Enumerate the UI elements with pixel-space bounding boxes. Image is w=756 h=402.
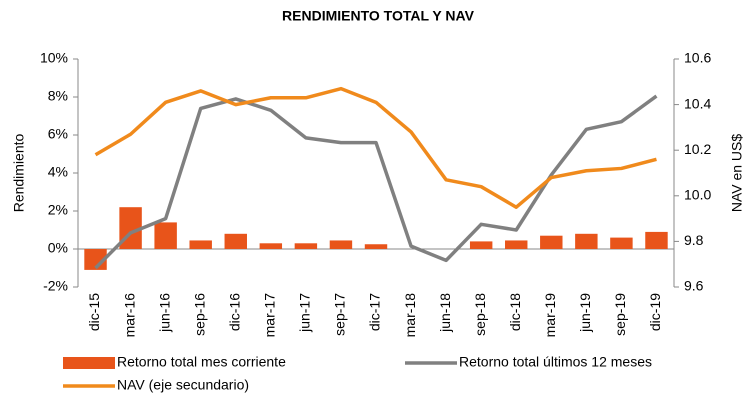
x-tick-label: mar-16 — [121, 293, 137, 338]
y2-tick-label: 10.0 — [684, 187, 711, 203]
line — [94, 94, 658, 270]
x-tick-label: jun-19 — [577, 293, 593, 333]
x-tick-label: sep-17 — [332, 293, 348, 336]
bar — [294, 243, 318, 249]
y-tick-label: 10% — [40, 50, 68, 66]
x-tick-label: dic-18 — [507, 293, 523, 331]
legend-label: NAV (eje secundario) — [117, 377, 249, 393]
y-tick-label: 6% — [48, 126, 68, 142]
x-tick-label: mar-17 — [262, 293, 278, 338]
bar — [189, 240, 212, 249]
bar — [505, 240, 528, 249]
bar — [645, 231, 668, 249]
chart-title: RENDIMIENTO TOTAL Y NAV — [282, 8, 475, 24]
y-tick-label: 2% — [48, 202, 68, 218]
bar — [259, 243, 283, 249]
y2-tick-label: 9.6 — [684, 278, 704, 294]
x-tick-label: jun-16 — [156, 293, 172, 333]
x-tick-label: dic-19 — [647, 293, 663, 331]
y-tick-label: 0% — [48, 240, 68, 256]
x-tick-label: sep-19 — [612, 293, 628, 336]
bar — [469, 241, 493, 249]
bar — [364, 244, 388, 249]
bar — [224, 233, 247, 249]
bar — [540, 235, 563, 249]
x-tick-label: dic-16 — [226, 293, 242, 331]
y-tick-label: -2% — [43, 278, 68, 294]
x-tick-label: mar-18 — [402, 293, 418, 338]
x-tick-label: sep-18 — [472, 293, 488, 336]
y2-axis-label: NAV en US$ — [729, 134, 745, 213]
x-tick-label: jun-18 — [437, 293, 453, 333]
legend-swatch — [63, 357, 115, 369]
bar — [154, 222, 177, 249]
legend-label: Retorno total mes corriente — [117, 354, 286, 370]
bar — [329, 240, 353, 249]
x-tick-label: jun-17 — [297, 293, 313, 333]
y-tick-label: 8% — [48, 88, 68, 104]
x-tick-label: sep-16 — [191, 293, 207, 336]
legend-label: Retorno total últimos 12 meses — [459, 354, 652, 370]
x-tick-label: dic-17 — [367, 293, 383, 331]
bar — [575, 233, 598, 249]
y2-tick-label: 10.6 — [684, 50, 711, 66]
y-axis-label: Rendimiento — [11, 133, 27, 212]
line — [94, 86, 657, 209]
y2-tick-label: 10.2 — [684, 141, 711, 157]
y-tick-label: 4% — [48, 164, 68, 180]
y2-tick-label: 9.8 — [684, 232, 704, 248]
x-tick-label: dic-15 — [86, 293, 102, 331]
bar — [610, 237, 633, 249]
x-tick-label: mar-19 — [542, 293, 558, 338]
y2-tick-label: 10.4 — [684, 95, 711, 111]
